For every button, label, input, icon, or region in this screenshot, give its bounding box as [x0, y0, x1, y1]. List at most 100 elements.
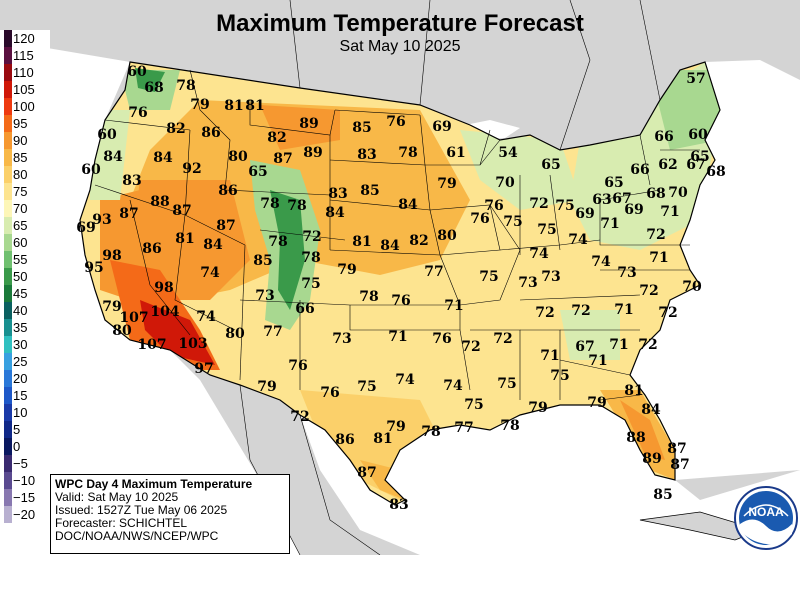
- temperature-value: 72: [529, 196, 548, 212]
- temperature-value: 67: [612, 191, 631, 207]
- temperature-value: 81: [224, 98, 243, 114]
- temperature-value: 89: [299, 116, 318, 132]
- legend-swatch: [4, 98, 12, 115]
- temperature-value: 68: [646, 186, 665, 202]
- temperature-value: 74: [200, 265, 220, 281]
- legend-row: −10: [0, 472, 50, 489]
- temperature-value: 69: [624, 202, 643, 218]
- temperature-value: 60: [688, 127, 708, 143]
- legend-label: 65: [13, 218, 28, 233]
- info-valid: Valid: Sat May 10 2025: [55, 490, 179, 504]
- temperature-value: 78: [421, 424, 440, 440]
- temperature-value: 57: [686, 71, 705, 87]
- legend-swatch: [4, 200, 12, 217]
- legend-label: 20: [13, 371, 28, 386]
- legend-swatch: [4, 268, 12, 285]
- legend-label: 100: [13, 99, 35, 114]
- temperature-value: 79: [257, 379, 276, 395]
- temperature-value: 78: [176, 78, 195, 94]
- temperature-value: 104: [150, 304, 179, 320]
- temperature-value: 87: [273, 151, 292, 167]
- legend-swatch: [4, 183, 12, 200]
- temperature-value: 60: [81, 162, 101, 178]
- legend-label: 80: [13, 167, 28, 182]
- temperature-value: 76: [288, 358, 307, 374]
- map-title: Maximum Temperature Forecast: [216, 10, 584, 37]
- temperature-value: 72: [302, 229, 321, 245]
- temperature-value: 71: [600, 216, 619, 232]
- temperature-value: 86: [335, 432, 354, 448]
- temperature-value: 89: [303, 145, 322, 161]
- temperature-value: 78: [359, 289, 378, 305]
- legend-label: 110: [13, 65, 34, 80]
- legend-swatch: [4, 47, 12, 64]
- legend-label: 105: [13, 82, 35, 97]
- temperature-value: 85: [253, 253, 272, 269]
- temperature-value: 72: [290, 409, 309, 425]
- temperature-value: 72: [658, 305, 677, 321]
- legend-swatch: [4, 251, 12, 268]
- legend-row: 105: [0, 81, 50, 98]
- legend-swatch: [4, 81, 12, 98]
- legend-swatch: [4, 302, 12, 319]
- legend-swatch: [4, 489, 12, 506]
- temperature-value: 76: [432, 331, 451, 347]
- temperature-value: 84: [103, 149, 123, 165]
- info-issued: Issued: 1527Z Tue May 06 2025: [55, 503, 228, 517]
- legend-label: 95: [13, 116, 28, 131]
- temperature-value: 85: [653, 487, 672, 503]
- legend-label: 25: [13, 354, 28, 369]
- legend-label: 55: [13, 252, 28, 267]
- legend-swatch: [4, 472, 12, 489]
- legend-row: 65: [0, 217, 50, 234]
- info-box: WPC Day 4 Maximum Temperature Valid: Sat…: [50, 474, 290, 554]
- temperature-value: 87: [357, 465, 376, 481]
- legend-row: 120: [0, 30, 50, 47]
- legend-row: 75: [0, 183, 50, 200]
- temperature-value: 68: [144, 80, 163, 96]
- temperature-value: 71: [588, 353, 607, 369]
- legend-swatch: [4, 387, 12, 404]
- temperature-value: 73: [541, 269, 560, 285]
- legend-label: 50: [13, 269, 28, 284]
- legend-label: 10: [13, 405, 28, 420]
- legend-swatch: [4, 115, 12, 132]
- temperature-value: 98: [102, 248, 121, 264]
- legend-swatch: [4, 506, 12, 523]
- legend-row: 0: [0, 438, 50, 455]
- temperature-value: 61: [446, 145, 465, 161]
- legend-row: 50: [0, 268, 50, 285]
- legend-label: 30: [13, 337, 28, 352]
- legend-label: 90: [13, 133, 28, 148]
- temperature-value: 75: [357, 379, 376, 395]
- temperature-value: 73: [617, 265, 636, 281]
- temperature-value: 97: [194, 361, 213, 377]
- info-forecaster: Forecaster: SCHICHTEL: [55, 516, 188, 530]
- temperature-value: 74: [443, 378, 463, 394]
- temperature-value: 63: [592, 192, 611, 208]
- temperature-value: 83: [122, 173, 141, 189]
- ocean-atlantic: [630, 60, 800, 480]
- legend-label: −20: [13, 507, 36, 522]
- temperature-value: 92: [182, 161, 201, 177]
- temperature-value: 78: [500, 418, 519, 434]
- temperature-value: 68: [706, 164, 725, 180]
- temperature-value: 71: [388, 329, 407, 345]
- legend-label: 15: [13, 388, 28, 403]
- legend-row: 60: [0, 234, 50, 251]
- temperature-value: 84: [641, 402, 661, 418]
- state-lines: [94, 69, 700, 401]
- temperature-value: 74: [568, 232, 588, 248]
- temperature-value: 86: [218, 183, 237, 199]
- temperature-value: 75: [503, 214, 522, 230]
- legend-row: 5: [0, 421, 50, 438]
- legend-label: 60: [13, 235, 28, 250]
- temperature-value: 72: [535, 305, 554, 321]
- legend-label: 75: [13, 184, 28, 199]
- temperature-value: 60: [97, 127, 117, 143]
- temperature-value: 84: [203, 237, 223, 253]
- temperature-value: 79: [102, 299, 121, 315]
- noaa-logo: NOAA: [734, 486, 798, 550]
- info-org: DOC/NOAA/NWS/NCEP/WPC: [55, 529, 219, 543]
